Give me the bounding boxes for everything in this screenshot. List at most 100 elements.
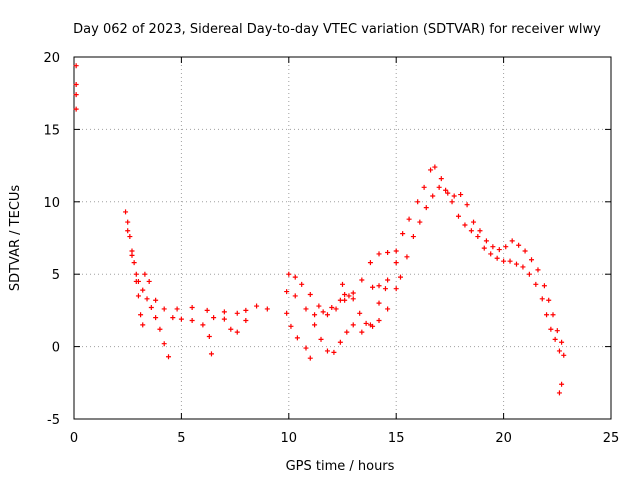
x-tick-label: 0 [70,431,78,446]
data-point [507,258,513,264]
data-point [428,167,434,173]
data-point [286,271,292,277]
data-point [550,312,556,318]
data-point [397,274,403,280]
data-point [292,293,298,299]
data-point [288,323,294,329]
data-point [337,297,343,303]
data-point [468,228,474,234]
data-point [359,329,365,335]
data-point [367,260,373,266]
data-point [522,248,528,254]
data-point [559,381,565,387]
data-point [359,277,365,283]
grid-lines [74,57,611,419]
data-point [221,316,227,322]
data-point [385,277,391,283]
data-point [556,390,562,396]
data-point [125,228,131,234]
data-point [436,184,442,190]
data-point [189,305,195,311]
y-tick-label: 20 [43,51,60,66]
data-point [153,297,159,303]
data-point [135,293,141,299]
data-point [350,322,356,328]
data-point [189,318,195,324]
data-point [303,306,309,312]
data-point [142,271,148,277]
x-axis-ticks: 0 5 10 15 20 25 [70,57,619,446]
data-point [312,312,318,318]
data-point [133,278,139,284]
data-point [161,341,167,347]
data-point [320,309,326,315]
data-point [208,351,214,357]
data-point [393,286,399,292]
data-point [357,310,363,316]
data-point [131,260,137,266]
data-point [404,254,410,260]
data-point [140,287,146,293]
data-point [385,306,391,312]
series-track-a [73,63,270,360]
data-point [535,267,541,273]
data-point [393,248,399,254]
series-track-c [284,184,562,361]
data-point [73,106,79,112]
data-point [458,192,464,198]
data-point [529,257,535,263]
y-tick-label: 5 [52,268,60,283]
data-point [376,283,382,289]
data-point [370,284,376,290]
data-point [526,271,532,277]
data-point [501,258,507,264]
x-tick-label: 25 [603,431,620,446]
data-point [376,300,382,306]
data-point [464,202,470,208]
data-point [254,303,260,309]
data-point [284,310,290,316]
data-point [234,310,240,316]
data-point [127,234,133,240]
data-point [455,213,461,219]
data-point [423,205,429,211]
data-point [376,251,382,257]
data-point [548,326,554,332]
series-track-b [125,164,567,396]
data-point [200,322,206,328]
x-tick-label: 20 [495,431,512,446]
data-point [406,216,412,222]
data-point [516,242,522,248]
data-point [174,306,180,312]
data-point [153,315,159,321]
data-point [161,306,167,312]
data-point [318,336,324,342]
data-point [559,339,565,345]
y-tick-label: -5 [47,413,60,428]
data-point [243,318,249,324]
data-point [554,328,560,334]
data-point [243,307,249,313]
data-point [541,283,547,289]
data-point [333,306,339,312]
data-point [561,352,567,358]
data-point [346,293,352,299]
x-tick-label: 5 [177,431,185,446]
data-point [146,278,152,284]
data-point [73,92,79,98]
data-point [140,322,146,328]
x-tick-label: 15 [388,431,405,446]
data-point [363,320,369,326]
data-point [376,318,382,324]
data-point [178,316,184,322]
data-point [475,234,481,240]
chart-title: Day 062 of 2023, Sidereal Day-to-day VTE… [73,22,601,37]
data-point [445,190,451,196]
data-point [556,348,562,354]
data-point [490,244,496,250]
data-point [157,326,163,332]
data-point [449,199,455,205]
data-point [350,296,356,302]
y-tick-label: 10 [43,196,60,211]
data-point [303,345,309,351]
